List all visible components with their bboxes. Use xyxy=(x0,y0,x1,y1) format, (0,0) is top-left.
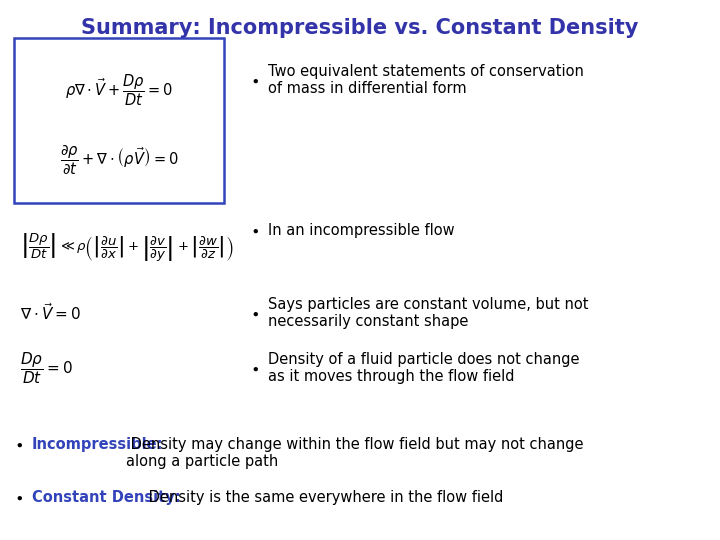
Text: Constant Density:: Constant Density: xyxy=(32,490,181,505)
Text: Incompressible:: Incompressible: xyxy=(32,437,163,452)
Text: $\nabla \cdot \vec{V} = 0$: $\nabla \cdot \vec{V} = 0$ xyxy=(20,302,81,323)
Text: Says particles are constant volume, but not
necessarily constant shape: Says particles are constant volume, but … xyxy=(268,297,588,329)
Text: In an incompressible flow: In an incompressible flow xyxy=(268,222,454,238)
Text: Two equivalent statements of conservation
of mass in differential form: Two equivalent statements of conservatio… xyxy=(268,64,584,96)
Text: $\left|\dfrac{D\rho}{Dt}\right| \ll \rho\left(\left|\dfrac{\partial u}{\partial : $\left|\dfrac{D\rho}{Dt}\right| \ll \rho… xyxy=(20,232,234,264)
Text: $\bullet$: $\bullet$ xyxy=(250,72,259,87)
Text: $\bullet$: $\bullet$ xyxy=(250,222,259,238)
Text: $\dfrac{\partial\rho}{\partial t} + \nabla \cdot \left(\rho\vec{V}\right) = 0$: $\dfrac{\partial\rho}{\partial t} + \nab… xyxy=(60,143,179,177)
Bar xyxy=(14,38,224,203)
Text: Summary: Incompressible vs. Constant Density: Summary: Incompressible vs. Constant Den… xyxy=(81,18,639,38)
Text: Density of a fluid particle does not change
as it moves through the flow field: Density of a fluid particle does not cha… xyxy=(268,352,580,384)
Text: $\rho\nabla \cdot \vec{V} + \dfrac{D\rho}{Dt} = 0$: $\rho\nabla \cdot \vec{V} + \dfrac{D\rho… xyxy=(65,72,173,108)
Text: $\dfrac{D\rho}{Dt} = 0$: $\dfrac{D\rho}{Dt} = 0$ xyxy=(20,350,73,386)
Text: $\bullet$: $\bullet$ xyxy=(250,361,259,375)
Text: $\bullet$: $\bullet$ xyxy=(14,490,23,505)
Text: $\bullet$: $\bullet$ xyxy=(14,437,23,452)
Text: Density is the same everywhere in the flow field: Density is the same everywhere in the fl… xyxy=(144,490,503,505)
Text: $\bullet$: $\bullet$ xyxy=(250,306,259,321)
Text: Density may change within the flow field but may not change
along a particle pat: Density may change within the flow field… xyxy=(126,437,583,469)
